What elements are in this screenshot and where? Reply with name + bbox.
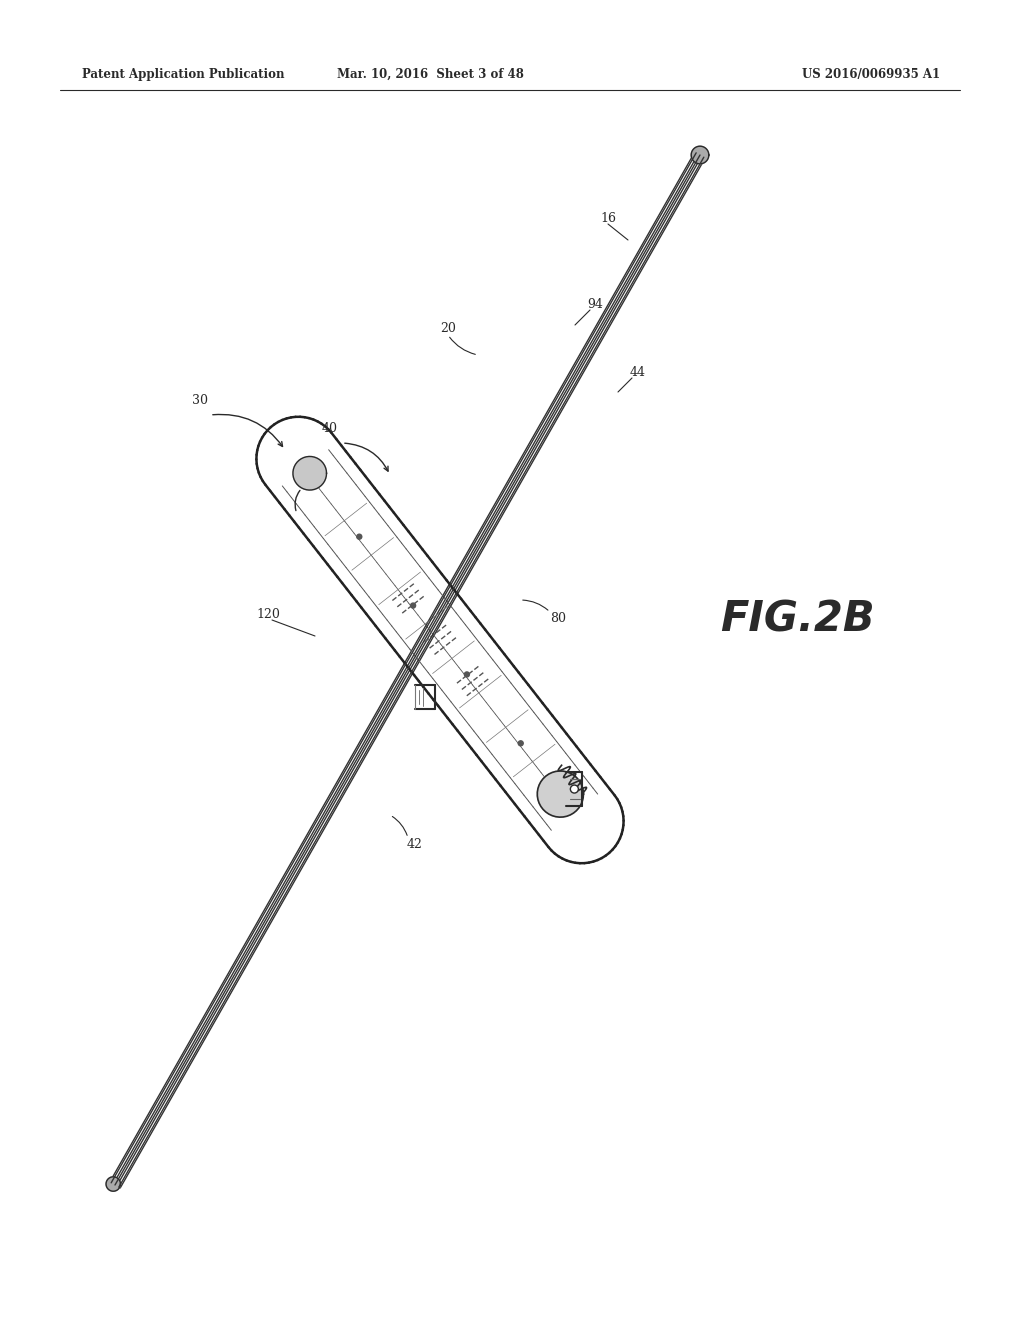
Text: 94: 94 xyxy=(587,298,603,312)
Text: 40: 40 xyxy=(322,421,338,434)
Text: Patent Application Publication: Patent Application Publication xyxy=(82,69,285,81)
Circle shape xyxy=(465,672,469,677)
Text: 44: 44 xyxy=(630,366,646,379)
Text: Mar. 10, 2016  Sheet 3 of 48: Mar. 10, 2016 Sheet 3 of 48 xyxy=(337,69,523,81)
Text: 42: 42 xyxy=(408,837,423,850)
Text: 16: 16 xyxy=(600,211,616,224)
Polygon shape xyxy=(106,1177,121,1191)
Text: 120: 120 xyxy=(256,607,280,620)
Polygon shape xyxy=(691,147,709,164)
Polygon shape xyxy=(256,417,624,863)
Text: 20: 20 xyxy=(440,322,456,334)
Polygon shape xyxy=(538,771,584,817)
Text: 80: 80 xyxy=(550,611,566,624)
Text: 30: 30 xyxy=(193,393,208,407)
Circle shape xyxy=(570,785,579,793)
Polygon shape xyxy=(293,457,327,490)
Circle shape xyxy=(356,535,361,539)
Text: US 2016/0069935 A1: US 2016/0069935 A1 xyxy=(802,69,940,81)
Circle shape xyxy=(411,603,416,609)
Circle shape xyxy=(518,741,523,746)
Text: FIG.2B: FIG.2B xyxy=(720,599,874,642)
